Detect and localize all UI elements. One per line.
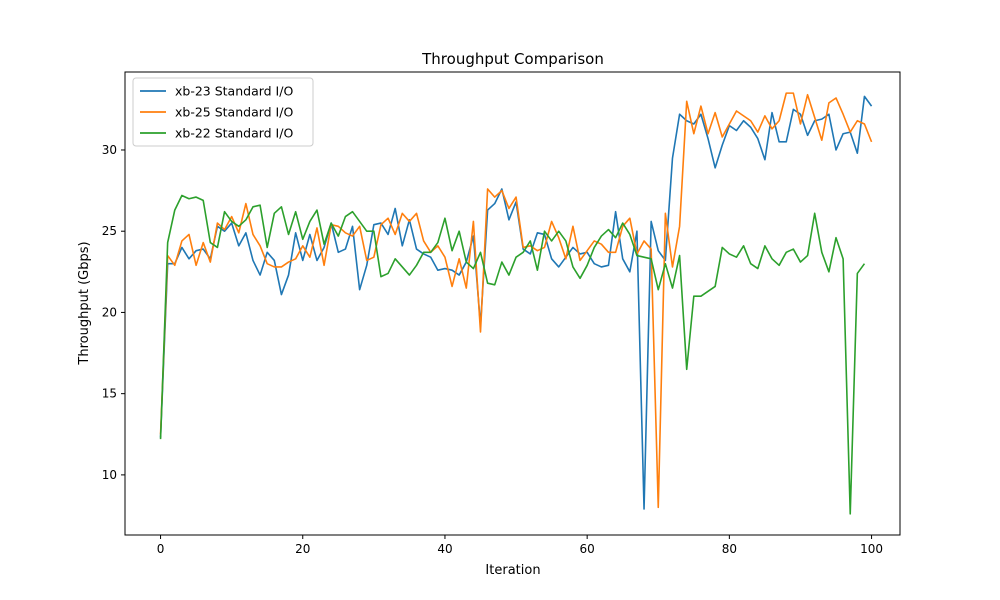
series-line-2 bbox=[159, 92, 873, 509]
legend: xb-23 Standard I/O xb-25 Standard I/O xb-2… bbox=[132, 77, 314, 147]
plot-area: 0 20 40 60 80 100 10 15 20 25 30 bbox=[102, 71, 901, 556]
y-axis-label: Throughput (Gbps) bbox=[77, 241, 92, 365]
y-tick-label: 20 bbox=[102, 305, 117, 319]
y-tick-label: 15 bbox=[102, 387, 117, 401]
y-tick-label: 10 bbox=[102, 468, 117, 482]
x-tick-label: 0 bbox=[157, 542, 165, 556]
plot-frame bbox=[124, 71, 901, 536]
legend-label: xb-25 Standard I/O bbox=[175, 105, 293, 120]
legend-label: xb-23 Standard I/O bbox=[175, 84, 293, 99]
x-tick-label: 20 bbox=[295, 542, 310, 556]
legend-box bbox=[132, 77, 314, 147]
legend-label: xb-22 Standard I/O bbox=[175, 126, 293, 141]
x-tick-label: 80 bbox=[722, 542, 737, 556]
y-tick-label: 25 bbox=[102, 224, 117, 238]
chart-title: Throughput Comparison bbox=[421, 50, 604, 68]
series-line-3 bbox=[159, 194, 866, 515]
x-tick-label: 40 bbox=[437, 542, 452, 556]
x-axis-label: Iteration bbox=[485, 563, 540, 578]
y-tick-label: 30 bbox=[102, 143, 117, 157]
x-tick-label: 60 bbox=[580, 542, 595, 556]
x-tick-label: 100 bbox=[860, 542, 883, 556]
